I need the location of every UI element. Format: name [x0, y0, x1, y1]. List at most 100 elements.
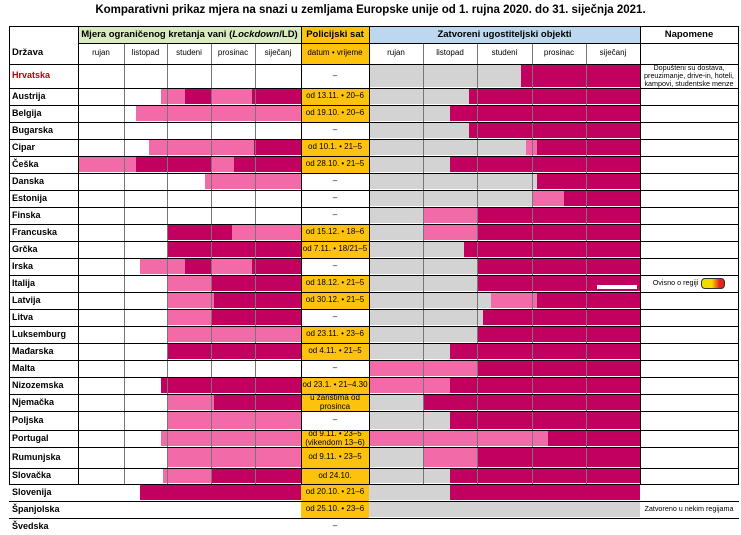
closed-period-block [369, 106, 451, 121]
lockdown-period-block [167, 327, 301, 342]
month-header-lockdown: listopad [131, 48, 160, 58]
grid-line [9, 430, 739, 431]
closed-period-block [477, 448, 640, 467]
curfew-cell: od 15.12. • 18–6 [301, 224, 369, 241]
country-name: Austrija [12, 90, 46, 101]
closed-period-block [537, 293, 640, 308]
grid-line [78, 43, 739, 44]
grid-line [9, 468, 739, 469]
curfew-cell: od 24.10. [301, 468, 369, 484]
note-cell: Ovisno o regiji [642, 275, 736, 292]
lockdown-period-block [205, 174, 301, 189]
lockdown-period-block [160, 431, 301, 446]
lockdown-period-block [185, 259, 212, 274]
grid-line [9, 105, 739, 106]
grid-line [369, 26, 370, 484]
grid-line [255, 43, 256, 484]
month-header-closed: studeni [491, 48, 518, 58]
closed-period-block [369, 378, 451, 393]
grid-line [532, 43, 533, 484]
lockdown-period-block [211, 276, 301, 291]
closed-period-block [369, 208, 424, 223]
grid-line [9, 275, 739, 276]
closed-period-block [369, 123, 470, 138]
grid-line [9, 26, 739, 27]
closed-period-block [477, 361, 640, 376]
grid-line [301, 26, 302, 484]
closed-period-block [477, 208, 640, 223]
closed-period-block [450, 344, 640, 359]
grid-line [211, 43, 212, 484]
month-header-lockdown: rujan [92, 48, 110, 58]
note-cell: Dopušteni su dostava, preuzimanje, drive… [644, 64, 734, 88]
header-curfew-sub: datum • vrijeme [301, 43, 369, 64]
curfew-cell: – [332, 363, 338, 373]
curfew-cell: od 19.10. • 20–6 [301, 105, 369, 122]
closed-period-block [450, 106, 640, 121]
header-lockdown-italic: Lockdown [232, 28, 280, 40]
header-lockdown-text: Mjera ograničenog kretanja vani ( [81, 28, 233, 40]
month-header-closed: listopad [436, 48, 464, 58]
country-name: Italija [12, 277, 36, 288]
lockdown-period-block [254, 140, 301, 155]
lockdown-period-block [211, 310, 301, 325]
country-name: Bugarska [12, 124, 54, 135]
lockdown-period-block [167, 293, 215, 308]
grid-line [477, 43, 478, 484]
country-name: Malta [12, 362, 36, 373]
lockdown-period-block [135, 106, 301, 121]
month-header-closed: rujan [387, 48, 405, 58]
grid-line [9, 394, 739, 395]
grid-line [9, 501, 739, 502]
country-name: Finska [12, 209, 41, 220]
country-name: Latvija [12, 294, 41, 305]
closed-period-block [450, 378, 640, 393]
curfew-cell: od 4.11. • 21–5 [301, 343, 369, 360]
grid-line [9, 360, 739, 361]
closed-period-block [564, 191, 640, 206]
curfew-cell: od 9.11. • 23–5 (vikendom 13–6) [301, 430, 369, 447]
country-name: Irska [12, 260, 34, 271]
closed-period-block [450, 157, 640, 172]
grid-line [9, 64, 739, 65]
lockdown-period-block [231, 225, 301, 240]
closed-period-block [450, 469, 640, 483]
curfew-cell: – [332, 210, 338, 220]
country-name: Portugal [12, 432, 49, 443]
closed-period-block [423, 448, 478, 467]
header-notes: Napomene [664, 28, 714, 40]
grid-line [9, 224, 739, 225]
lockdown-period-block [251, 259, 301, 274]
closed-period-block [531, 191, 565, 206]
closed-period-block [547, 431, 640, 446]
lockdown-period-block [149, 140, 255, 155]
lockdown-period-block [167, 225, 232, 240]
grid-line [9, 122, 739, 123]
closed-period-block [369, 242, 464, 257]
month-header-closed: prosinac [543, 48, 575, 58]
country-name: Slovačka [12, 470, 52, 481]
country-name: Rumunjska [12, 451, 61, 462]
country-name: Švedska [12, 520, 49, 531]
curfew-cell: od 23.11. • 23–6 [301, 326, 369, 343]
grid-line [9, 156, 739, 157]
curfew-cell: – [332, 521, 338, 531]
header-lockdown: Mjera ograničenog kretanja vani (Lockdow… [78, 26, 301, 43]
country-name: Češka [12, 158, 39, 169]
closed-period-block [369, 395, 424, 410]
closed-period-block [369, 344, 451, 359]
comparison-table: Država Mjera ograničenog kretanja vani (L… [9, 26, 739, 531]
lockdown-period-block [135, 157, 212, 172]
grid-line [423, 43, 424, 484]
grid-line [9, 258, 739, 259]
lockdown-period-block [211, 259, 252, 274]
curfew-cell: od 18.12. • 21–5 [301, 275, 369, 292]
regional-exception-strip [597, 285, 637, 289]
country-name: Luksemburg [12, 328, 67, 339]
curfew-cell: od 13.11. • 20–6 [301, 88, 369, 105]
note-cell: Zatvoreno u nekim regijama [644, 504, 734, 514]
lockdown-period-block [214, 395, 301, 410]
closed-period-block [469, 123, 640, 138]
closed-period-block [369, 174, 538, 189]
country-name: Poljska [12, 414, 44, 425]
